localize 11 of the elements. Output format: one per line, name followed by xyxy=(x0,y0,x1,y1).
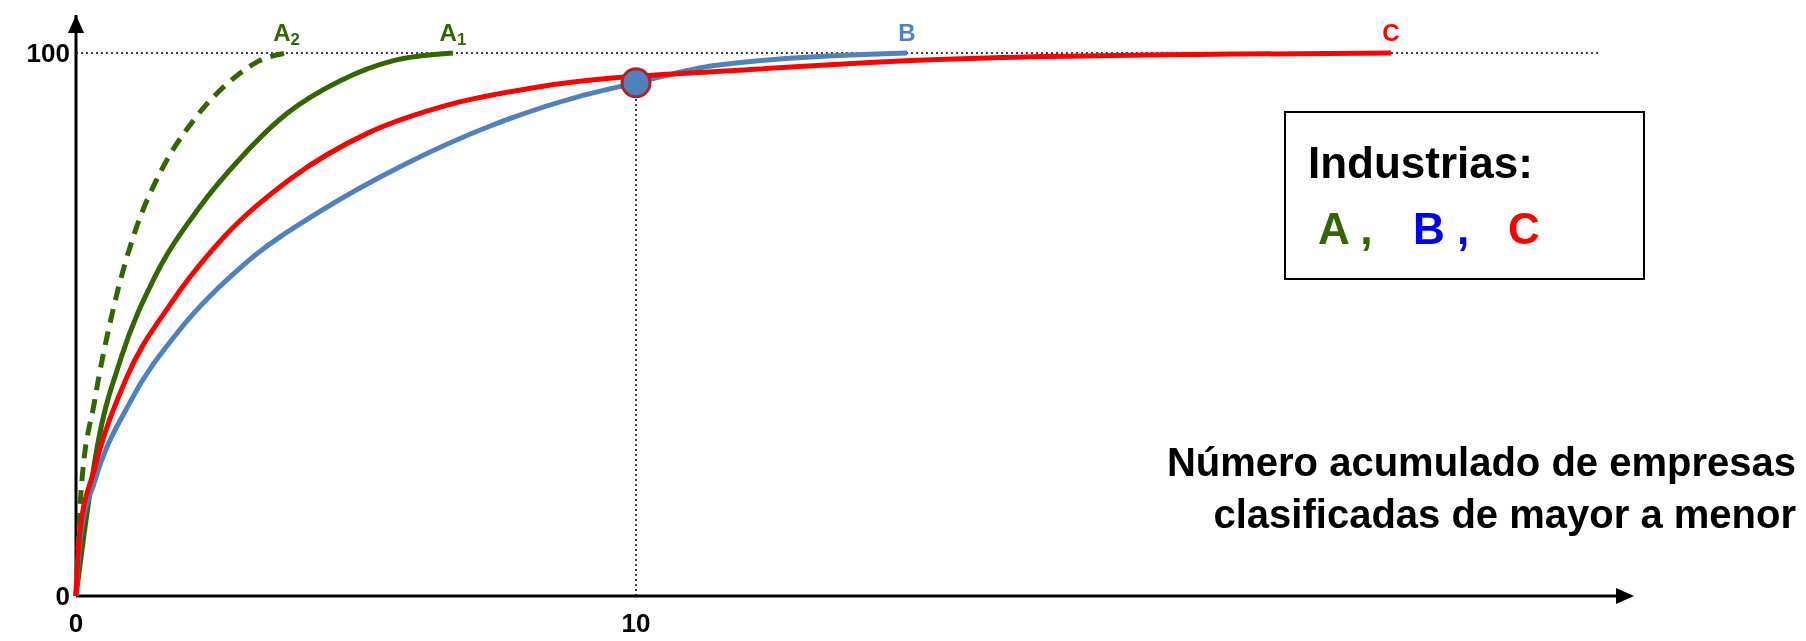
series-label: A$_{1}$ xyxy=(439,19,467,50)
annotation: Industrias: xyxy=(1308,138,1533,187)
annotation: A , xyxy=(1318,204,1373,253)
annotation: C xyxy=(1508,204,1540,253)
x-tick-label: 10 xyxy=(621,608,651,638)
series-label: B xyxy=(898,19,916,47)
x-axis-title: Número acumulado de empresas clasificadas de mayor a menor xyxy=(1166,440,1796,536)
series-label: C xyxy=(1382,19,1400,47)
y-tick-label: 100 xyxy=(26,38,70,69)
series-label: A$_{2}$ xyxy=(273,19,300,50)
annotation: B , xyxy=(1413,204,1470,253)
